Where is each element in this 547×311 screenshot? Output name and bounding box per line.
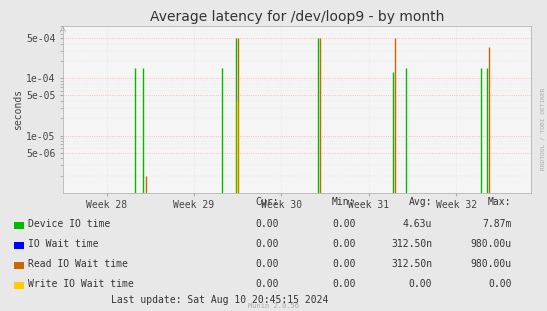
Y-axis label: seconds: seconds [13,89,23,130]
Text: 0.00: 0.00 [255,239,279,249]
Text: 0.00: 0.00 [255,279,279,289]
Text: Cur:: Cur: [255,197,279,207]
Text: Last update: Sat Aug 10 20:45:15 2024: Last update: Sat Aug 10 20:45:15 2024 [111,295,328,305]
Text: 0.00: 0.00 [255,259,279,269]
Text: 0.00: 0.00 [332,279,356,289]
Text: Max:: Max: [488,197,511,207]
Text: 0.00: 0.00 [332,259,356,269]
Text: 0.00: 0.00 [332,219,356,229]
Text: Munin 2.0.56: Munin 2.0.56 [248,304,299,309]
Text: Read IO Wait time: Read IO Wait time [28,259,128,269]
Text: Avg:: Avg: [409,197,432,207]
Text: 0.00: 0.00 [488,279,511,289]
Text: 312.50n: 312.50n [391,239,432,249]
Text: 4.63u: 4.63u [403,219,432,229]
Text: RRDTOOL / TOBI OETIKER: RRDTOOL / TOBI OETIKER [541,87,546,169]
Text: Write IO Wait time: Write IO Wait time [28,279,133,289]
Text: Min:: Min: [332,197,356,207]
Text: IO Wait time: IO Wait time [28,239,98,249]
Text: 0.00: 0.00 [409,279,432,289]
Text: 7.87m: 7.87m [482,219,511,229]
Title: Average latency for /dev/loop9 - by month: Average latency for /dev/loop9 - by mont… [149,10,444,24]
Text: 312.50n: 312.50n [391,259,432,269]
Text: 980.00u: 980.00u [470,239,511,249]
Text: 980.00u: 980.00u [470,259,511,269]
Text: 0.00: 0.00 [255,219,279,229]
Text: 0.00: 0.00 [332,239,356,249]
Text: Device IO time: Device IO time [28,219,110,229]
